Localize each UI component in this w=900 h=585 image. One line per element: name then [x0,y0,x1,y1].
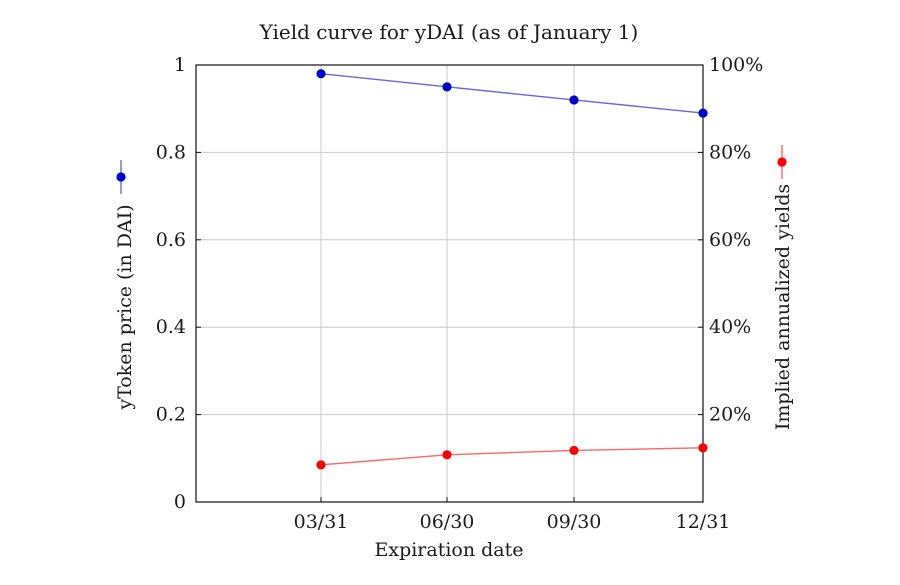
legend-marker-left [116,172,126,182]
right-tick-label: 60% [709,229,751,251]
series-line-right [320,447,704,466]
x-axis-ticks: 03/31 06/30 09/30 12/31 [294,497,731,533]
x-tick-label: 09/30 [547,511,602,533]
right-tick-label: 100% [709,54,763,76]
left-tick-label: 1 [174,54,186,76]
left-tick-label: 0 [174,491,186,513]
right-tick-label: 20% [709,404,751,426]
series-points [316,69,708,470]
right-tick-label: 40% [709,316,751,338]
series-point-left [442,82,452,92]
series-lines [320,73,704,466]
x-tick-label: 03/31 [294,511,349,533]
right-tick-label: 80% [709,141,751,163]
grid-lines [196,65,703,502]
chart-title: Yield curve for yDAI (as of January 1) [259,20,639,44]
x-tick-label: 06/30 [420,511,475,533]
left-tick-label: 0.2 [156,404,186,426]
series-point-right [442,450,452,460]
left-axis-ticks: 0 0.2 0.4 0.6 0.8 1 [156,54,201,513]
left-axis-label: yToken price (in DAI) [114,204,136,410]
plot-frame [195,64,704,503]
legend-right-series [777,145,787,179]
left-tick-label: 0.8 [156,141,186,163]
series-point-right [698,443,708,453]
legend-marker-right [777,157,787,167]
series-point-right [316,460,326,470]
series-point-right [569,445,579,456]
left-tick-label: 0.6 [156,229,186,251]
series-point-left [569,95,579,105]
x-axis-label: Expiration date [374,539,523,561]
right-axis-ticks: 20% 40% 60% 80% 100% [698,54,763,426]
legend-left-series [116,160,126,194]
x-tick-label: 12/31 [676,511,731,533]
series-point-left [698,108,708,118]
right-axis-label: Implied annualized yields [772,184,794,430]
series-line-left [320,73,704,114]
left-tick-label: 0.4 [156,316,186,338]
series-point-left [316,69,326,79]
